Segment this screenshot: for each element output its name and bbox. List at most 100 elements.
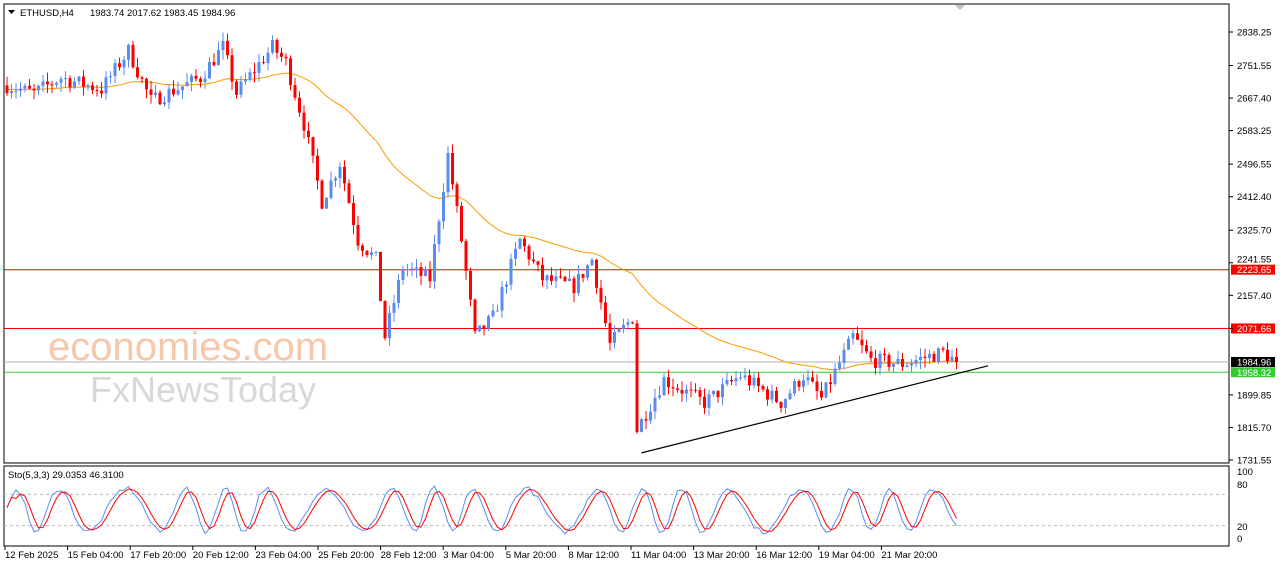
candle-body [721, 384, 724, 398]
candle-body [397, 279, 400, 304]
candle-body [374, 251, 378, 253]
candle-body [770, 390, 774, 400]
candle-body [694, 389, 697, 391]
x-tick-label: 20 Feb 12:00 [193, 550, 249, 561]
price-level-badge [1231, 367, 1275, 378]
y-tick-label: 2157.40 [1237, 291, 1271, 302]
candle-body [442, 192, 445, 222]
candle-body [905, 365, 909, 367]
candle-body [874, 358, 877, 368]
y-tick-label: 2583.25 [1237, 126, 1271, 137]
candle-body [32, 88, 36, 91]
x-tick-label: 5 Mar 20:00 [506, 550, 557, 561]
stoch-d-line [6, 488, 957, 533]
candle-body [487, 316, 490, 329]
candle-body [779, 401, 783, 408]
candle-body [784, 399, 787, 408]
scroll-marker-icon[interactable] [955, 5, 965, 10]
candle-body [266, 52, 270, 64]
candle-body [424, 269, 427, 276]
watermark: economies.com FxNewsToday [48, 325, 328, 410]
candle-body [356, 224, 360, 246]
candle-body [820, 391, 823, 398]
y-tick-label: 1731.55 [1237, 456, 1271, 467]
candle-body [257, 62, 261, 73]
candle-body [55, 82, 58, 85]
candle-body [613, 332, 616, 343]
candle-body [194, 75, 198, 79]
main-panel-border [3, 3, 1230, 464]
candle-body [473, 299, 477, 332]
candle-body [626, 322, 630, 325]
price-level-label: 1984.96 [1237, 357, 1271, 368]
candle-body [685, 389, 688, 394]
candle-body [50, 84, 54, 86]
x-tick-label: 21 Mar 20:00 [881, 550, 937, 561]
candle-body [527, 246, 531, 260]
candle-body [635, 323, 639, 432]
candle-body [163, 102, 166, 105]
candle-body [680, 389, 684, 394]
stoch-level-0: 0 [1237, 534, 1242, 545]
x-tick-label: 28 Feb 12:00 [381, 550, 437, 561]
candle-body [743, 375, 747, 378]
collapse-arrow-icon[interactable] [8, 10, 15, 14]
stoch-level-80: 80 [1237, 480, 1248, 491]
candle-body [649, 411, 652, 421]
stoch-level-100: 100 [1237, 467, 1253, 478]
y-tick-label: 1899.85 [1237, 390, 1271, 401]
candle-body [797, 381, 801, 387]
candle-body [725, 380, 729, 385]
candle-body [482, 325, 486, 329]
candle-body [865, 345, 868, 352]
x-tick-label: 11 Mar 04:00 [631, 550, 686, 561]
candle-body [455, 184, 459, 207]
candle-body [788, 393, 792, 400]
candle-body [415, 267, 418, 269]
x-tick-label: 25 Feb 20:00 [318, 550, 374, 561]
candle-body [325, 197, 328, 209]
candle-body [572, 278, 576, 294]
candle-body [365, 250, 369, 255]
candle-body [289, 58, 292, 86]
candle-body [617, 329, 621, 333]
candle-body [361, 245, 364, 251]
candle-body [158, 92, 162, 105]
candle-body [37, 85, 40, 91]
candle-body [298, 97, 301, 113]
candle-body [199, 78, 202, 83]
candle-body [775, 390, 778, 402]
candle-body [82, 76, 85, 87]
candle-body [154, 92, 157, 95]
candle-body [428, 269, 432, 282]
candle-body [658, 395, 661, 398]
candle-body [896, 359, 900, 364]
candle-body [919, 356, 922, 360]
candle-body [716, 390, 720, 398]
candle-body [464, 241, 468, 272]
candle-body [712, 390, 715, 395]
watermark-fxnewstoday: FxNewsToday [90, 369, 316, 410]
candle-body [824, 382, 828, 398]
candle-body [280, 52, 283, 57]
candle-body [667, 377, 670, 388]
candle-body [761, 385, 765, 390]
candle-body [239, 81, 243, 95]
candle-body [577, 274, 580, 294]
y-tick-label: 2751.55 [1237, 61, 1271, 72]
candle-body [500, 286, 504, 311]
candle-body [334, 178, 337, 181]
candle-body [118, 63, 121, 68]
candle-body [640, 419, 643, 432]
x-tick-label: 13 Mar 20:00 [694, 550, 750, 561]
candle-body [176, 90, 180, 95]
candle-body [23, 85, 27, 89]
candle-body [338, 166, 342, 179]
stoch-k-line [6, 485, 957, 535]
candle-body [19, 88, 22, 91]
price-level-label: 2223.65 [1237, 265, 1271, 276]
candle-body [887, 354, 891, 367]
candle-body [217, 50, 220, 66]
price-level-label: 2071.66 [1237, 324, 1271, 335]
